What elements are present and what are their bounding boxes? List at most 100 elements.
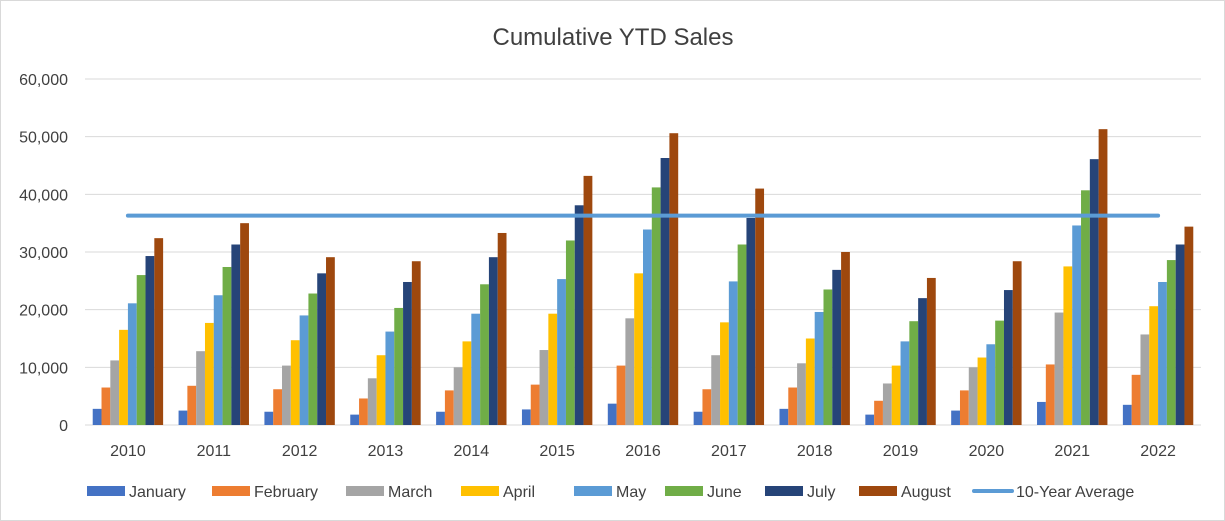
bar: [986, 344, 996, 425]
bar: [385, 331, 395, 425]
bar: [127, 303, 137, 425]
legend-item: June: [665, 484, 742, 501]
bar: [702, 389, 712, 425]
bar: [797, 363, 806, 425]
bar: [711, 355, 721, 425]
y-tick-label: 0: [59, 418, 68, 435]
bar: [805, 338, 815, 425]
bar: [240, 223, 249, 425]
x-tick-label: 2010: [110, 443, 146, 460]
bar: [530, 384, 540, 425]
bar: [101, 387, 111, 425]
bar: [1175, 244, 1185, 425]
bar: [823, 289, 833, 425]
legend-swatch: [574, 486, 612, 496]
bar: [282, 365, 291, 425]
bar: [548, 313, 558, 425]
x-tick-label: 2022: [1140, 443, 1176, 460]
bar: [951, 410, 960, 425]
legend-item: May: [574, 484, 646, 501]
x-tick-label: 2016: [625, 443, 661, 460]
bar: [891, 365, 901, 425]
bar: [359, 398, 368, 425]
bar: [411, 261, 421, 425]
bar: [651, 187, 661, 425]
bar: [755, 188, 765, 425]
x-tick-label: 2012: [282, 443, 318, 460]
legend-label: July: [807, 484, 835, 501]
bar: [444, 390, 454, 425]
bar: [557, 279, 566, 425]
bar: [832, 269, 842, 425]
bar: [616, 365, 626, 425]
legend-item: February: [212, 484, 318, 501]
bar: [394, 307, 404, 425]
bar: [154, 238, 164, 425]
bar: [308, 293, 318, 425]
x-tick-label: 2013: [368, 443, 404, 460]
legend-label: June: [707, 484, 742, 501]
bar: [643, 229, 652, 425]
legend-swatch: [765, 486, 803, 496]
y-tick-label: 30,000: [19, 245, 68, 262]
bar: [521, 409, 531, 425]
bar: [1184, 226, 1194, 425]
bar: [480, 284, 489, 425]
bar: [367, 378, 377, 425]
bar: [350, 414, 360, 425]
bar: [376, 355, 386, 425]
bar: [145, 256, 155, 425]
bar: [1081, 190, 1090, 425]
legend-label: August: [901, 484, 951, 501]
bar: [231, 244, 241, 425]
y-tick-label: 60,000: [19, 72, 68, 89]
bar: [995, 320, 1004, 425]
x-tick-label: 2018: [797, 443, 833, 460]
bar: [1140, 334, 1150, 425]
bar: [264, 411, 274, 425]
chart-title: Cumulative YTD Sales: [493, 24, 734, 51]
bar: [918, 298, 927, 425]
bar: [1003, 290, 1013, 425]
bar: [1122, 404, 1132, 425]
bar: [1131, 374, 1141, 425]
bar: [453, 367, 463, 425]
bar: [462, 341, 472, 425]
bars: [92, 129, 1194, 426]
bar: [187, 385, 197, 425]
bar: [728, 281, 738, 425]
bar: [874, 400, 883, 425]
legend-item: January: [87, 484, 186, 501]
bar: [471, 313, 481, 425]
bar: [403, 281, 412, 425]
bar: [273, 389, 283, 425]
x-tick-label: 2021: [1054, 443, 1090, 460]
y-tick-label: 50,000: [19, 130, 68, 147]
x-tick-label: 2019: [883, 443, 919, 460]
x-tick-label: 2011: [197, 443, 232, 460]
bar: [977, 357, 987, 425]
bar: [1045, 364, 1055, 425]
bar: [788, 387, 798, 425]
bar: [196, 351, 205, 425]
x-axis-ticks: 2010 2011 2012 2013 2014 2015 2016 2017 2018 2019…: [110, 443, 1176, 460]
y-axis-ticks: 0 10,000 20,000 30,000 40,000 50,000 60,000: [19, 72, 68, 435]
bar: [326, 257, 335, 425]
bar: [660, 158, 670, 425]
bar: [1037, 401, 1046, 425]
bar: [1098, 129, 1108, 426]
bar: [222, 266, 232, 425]
bar: [841, 252, 850, 425]
x-tick-label: 2020: [969, 443, 1005, 460]
bar: [436, 411, 445, 425]
bar: [136, 275, 146, 425]
bar: [634, 273, 643, 425]
legend-swatch: [87, 486, 125, 496]
legend-item: August: [859, 484, 951, 501]
legend-label: February: [254, 484, 318, 501]
legend-label: May: [616, 484, 646, 501]
y-tick-label: 40,000: [19, 187, 68, 204]
bar: [814, 311, 824, 425]
legend-swatch: [461, 486, 499, 496]
